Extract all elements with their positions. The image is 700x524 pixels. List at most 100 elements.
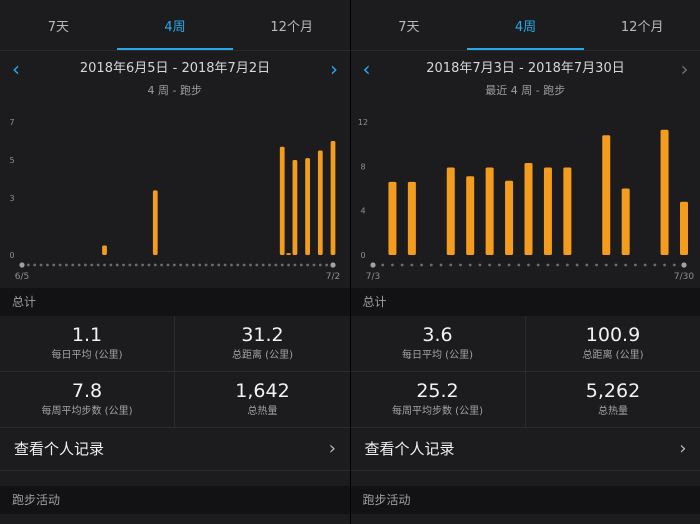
tab-12-months[interactable]: 12个月 xyxy=(620,20,664,35)
baseline-dot xyxy=(419,263,423,267)
chart-svg: 0 4 8 12 7/3 7/30 xyxy=(357,118,693,282)
total-section-header: 总计 xyxy=(0,288,350,316)
stat-label: 每日平均 (公里) xyxy=(51,350,123,361)
tab-7-days[interactable]: 7天 xyxy=(47,20,69,35)
baseline-dot xyxy=(274,263,278,267)
baseline-dot xyxy=(109,263,113,267)
baseline-dot xyxy=(268,263,271,267)
chart-bar xyxy=(621,188,630,255)
chart-svg: 0 3 5 7 6/5 7/2 xyxy=(9,118,340,282)
baseline-dot xyxy=(172,263,176,267)
period-subtitle: 4 周 - 跑步 xyxy=(147,84,202,97)
baseline-dot xyxy=(369,262,376,268)
baseline-dot xyxy=(448,263,452,267)
tab-4-weeks[interactable]: 4周 xyxy=(467,0,584,50)
x-end-label: 7/30 xyxy=(673,272,693,282)
baseline-dot xyxy=(652,263,656,267)
baseline-dot xyxy=(487,263,491,267)
next-period-chevron-icon[interactable]: › xyxy=(680,57,689,81)
baseline-dot xyxy=(261,263,265,267)
baseline-dot xyxy=(249,263,252,267)
chart-bar xyxy=(152,190,158,255)
tab-12-months[interactable]: 12个月 xyxy=(270,20,313,35)
baseline-dot xyxy=(672,263,676,267)
baseline-dot xyxy=(77,263,81,267)
stats-grid: 3.6 每日平均 (公里) 100.9 总距离 (公里) 25.2 每周平均步数… xyxy=(350,316,700,428)
baseline-dot xyxy=(614,263,617,267)
baseline-dot xyxy=(185,263,189,267)
baseline-dot xyxy=(103,263,106,267)
baseline-dot xyxy=(26,263,30,267)
baseline-dot xyxy=(299,263,303,267)
running-activity-header: 跑步活动 xyxy=(350,486,700,514)
stat-value: 1.1 xyxy=(71,324,103,346)
baseline-dot xyxy=(293,263,297,267)
baseline-dot xyxy=(19,262,25,268)
baseline-dot xyxy=(439,263,442,267)
chart-bar xyxy=(286,253,291,255)
baseline-dot xyxy=(230,263,233,267)
baseline-dot xyxy=(306,263,310,267)
records-label: 查看个人记录 xyxy=(364,440,455,458)
next-period-chevron-icon[interactable]: › xyxy=(330,57,338,81)
baseline-dot xyxy=(584,263,588,267)
stat-total-calories: 5,262 总热量 xyxy=(525,372,700,428)
x-end-label: 7/2 xyxy=(326,272,340,282)
baseline-dot xyxy=(255,263,259,267)
tab-4-weeks[interactable]: 4周 xyxy=(116,0,234,50)
baseline-dot xyxy=(160,263,164,267)
baseline-dot xyxy=(390,263,394,267)
baseline-dot xyxy=(65,263,68,267)
prev-period-chevron-icon[interactable]: ‹ xyxy=(12,57,20,81)
right-screen: 7天 4周 12个月 ‹ 2018年7月3日 - 2018年7月30日 › 最近… xyxy=(349,0,700,524)
baseline-dot xyxy=(84,263,87,267)
x-start-label: 7/3 xyxy=(365,272,379,282)
baseline-dot xyxy=(166,263,170,267)
stat-value: 3.6 xyxy=(422,324,453,346)
chart-bar xyxy=(465,176,474,255)
baseline-dot xyxy=(458,263,462,267)
running-activity-header: 跑步活动 xyxy=(0,486,350,514)
records-label: 查看个人记录 xyxy=(14,440,105,458)
stat-value: 25.2 xyxy=(416,380,459,402)
baseline-dot xyxy=(680,262,687,268)
chart-bar xyxy=(524,163,532,255)
tab-7-days[interactable]: 7天 xyxy=(398,20,420,35)
chart-bar xyxy=(660,129,669,255)
y-tick-label: 7 xyxy=(9,118,14,127)
chart-bar xyxy=(562,167,571,255)
baseline-dot xyxy=(312,263,316,267)
baseline-dot xyxy=(128,263,132,267)
baseline-dot xyxy=(96,263,100,267)
baseline-dot xyxy=(52,263,56,267)
baseline-dot xyxy=(409,263,413,267)
left-screen: 7天 4周 12个月 ‹ 2018年6月5日 - 2018年7月2日 › 4 周… xyxy=(0,0,350,524)
baseline-dot xyxy=(287,263,290,267)
stat-label: 总热量 xyxy=(247,406,278,417)
date-row: ‹ 2018年6月5日 - 2018年7月2日 › xyxy=(0,58,350,80)
chevron-right-icon: › xyxy=(328,438,336,459)
chart-bar xyxy=(317,150,323,255)
baseline-dot xyxy=(153,263,157,267)
stat-value: 1,642 xyxy=(235,380,290,402)
baseline-dot xyxy=(45,263,49,267)
stat-value: 5,262 xyxy=(585,380,641,402)
baseline-dot xyxy=(516,263,520,267)
chart-bar xyxy=(387,181,396,255)
view-personal-records-row[interactable]: 查看个人记录 › xyxy=(350,428,700,471)
prev-period-chevron-icon[interactable]: ‹ xyxy=(362,57,371,81)
baseline-dot xyxy=(429,263,433,267)
stat-total-distance: 31.2 总距离 (公里) xyxy=(175,316,350,372)
stat-label: 总距离 (公里) xyxy=(582,350,644,361)
chart-bar xyxy=(407,181,416,255)
date-range-title: 2018年7月3日 - 2018年7月30日 xyxy=(426,61,625,76)
baseline-dot xyxy=(400,263,404,267)
period-tabs: 7天 4周 12个月 xyxy=(0,0,350,51)
distance-bar-chart: 0 4 8 12 7/3 7/30 xyxy=(351,100,700,290)
y-tick-label: 0 xyxy=(9,251,14,260)
y-tick-label: 3 xyxy=(9,194,14,203)
baseline-dot xyxy=(497,263,501,267)
view-personal-records-row[interactable]: 查看个人记录 › xyxy=(0,428,350,471)
stat-label: 总距离 (公里) xyxy=(232,350,293,361)
period-subtitle: 最近 4 周 - 跑步 xyxy=(485,84,566,97)
